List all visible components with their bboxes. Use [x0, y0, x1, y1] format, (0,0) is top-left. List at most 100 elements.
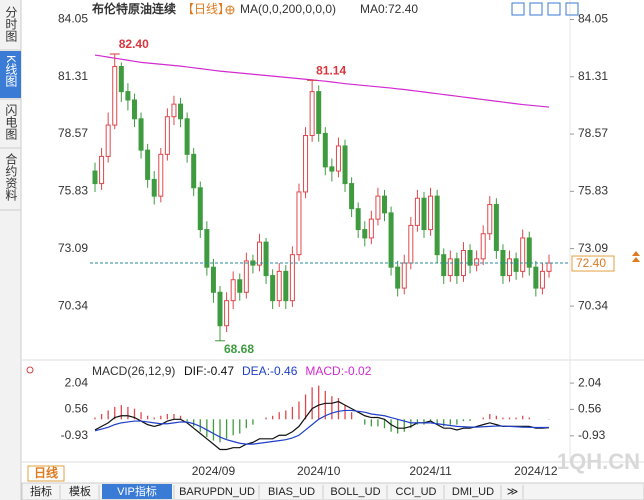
period-label[interactable]: 日线 [34, 465, 58, 480]
candle-body [388, 212, 394, 268]
candle-body [296, 191, 302, 256]
macd-line [94, 409, 549, 445]
y-tick-label-left: 84.05 [58, 12, 88, 26]
y-tick-label-left: -0.93 [61, 428, 89, 442]
candle-body [263, 241, 269, 277]
candle-body [217, 291, 223, 327]
last-price-box [571, 255, 615, 272]
y-tick-label-right: 70.34 [578, 298, 608, 312]
instrument-title: 布伦特原油连续 [92, 1, 176, 16]
candle-body [230, 279, 236, 302]
bottom-tab[interactable]: 指标 [30, 484, 52, 498]
candle-body [421, 197, 427, 231]
y-tick-label-right: 78.57 [578, 126, 608, 140]
candle-body [151, 178, 157, 197]
bottom-tab[interactable]: 模板 [69, 484, 91, 498]
sidebar-tab[interactable]: 分时图 [4, 6, 18, 42]
sidebar-tab[interactable]: K线图 [4, 55, 18, 87]
bottom-tab[interactable]: BOLL_UD [330, 486, 380, 498]
candle-body [434, 195, 440, 256]
candle-body [270, 275, 276, 302]
ma-line [94, 54, 550, 108]
y-tick-label-right: 81.31 [578, 69, 608, 83]
candle-body [237, 279, 243, 293]
candle-body [316, 91, 322, 134]
candle-body [362, 229, 368, 239]
bottom-tab[interactable]: BARUPDN_UD [179, 486, 255, 498]
macd-title: MACD(26,12,9) [92, 364, 175, 378]
legend-entry: DIF:-0.47 [184, 364, 234, 378]
y-tick-label-left: 2.04 [65, 375, 89, 389]
candle-body [118, 66, 124, 93]
watermark: 1QH.CN [557, 449, 640, 474]
annotation: 81.14 [316, 63, 346, 77]
candle-body [401, 262, 407, 289]
macd-line [94, 400, 550, 451]
annotation: 82.40 [119, 37, 149, 51]
period-box[interactable] [27, 465, 65, 482]
price-marker [632, 251, 640, 262]
candle-body [526, 237, 532, 268]
candle-body [210, 266, 216, 293]
x-tick-label: 2024/12 [514, 464, 558, 478]
bottom-tab[interactable]: VIP指标 [117, 484, 157, 498]
candle-body [395, 266, 401, 289]
y-tick-label-left: 70.34 [58, 298, 88, 312]
ma-legend: MA0:72.40 [360, 2, 418, 16]
y-tick-label-right: 84.05 [578, 12, 608, 26]
candle-body [355, 208, 361, 231]
candle-body [197, 187, 203, 231]
bottom-tab[interactable]: ≫ [507, 486, 519, 498]
candle-body [138, 118, 144, 151]
candle-body [408, 224, 414, 264]
annotation: 68.68 [224, 342, 254, 356]
x-tick-label: 2024/11 [409, 464, 452, 478]
candle-body [243, 260, 249, 293]
bottom-tab[interactable]: DMI_UD [452, 486, 494, 498]
y-tick-label-right: -0.93 [578, 428, 606, 442]
y-tick-label-left: 73.09 [58, 241, 88, 255]
period[interactable]: 【日线】 [182, 2, 230, 16]
candle-body [204, 229, 210, 268]
candle-body [428, 195, 434, 231]
candle-body [507, 258, 513, 277]
y-tick-label-left: 0.56 [65, 402, 89, 416]
candle-body [382, 195, 388, 214]
candle-body [309, 91, 315, 137]
candle-body [112, 66, 118, 126]
candle-body [335, 145, 341, 172]
sidebar-tab[interactable]: 闪电图 [4, 104, 18, 140]
candle-body [145, 149, 151, 180]
candle-body [164, 116, 170, 155]
candle-body [256, 241, 262, 266]
candle-body [224, 300, 230, 327]
legend-entry: DEA:-0.46 [242, 364, 298, 378]
y-tick-label-right: 75.83 [578, 183, 608, 197]
candle-body [467, 249, 473, 266]
candle-body [289, 254, 295, 302]
candle-body [368, 218, 374, 239]
candle-body [520, 237, 526, 272]
y-tick-label-right: 2.04 [578, 375, 602, 389]
x-tick-label: 2024/09 [192, 464, 236, 478]
y-tick-label-right: 73.09 [578, 241, 608, 255]
candle-body [303, 135, 309, 193]
x-tick-label: 2024/10 [297, 464, 341, 478]
candle-body [441, 254, 447, 277]
candle-body [454, 258, 460, 277]
candle-body [493, 203, 499, 251]
bottom-tab[interactable]: BIAS_UD [268, 486, 315, 498]
candle-body [178, 103, 184, 120]
settings-icon[interactable] [26, 366, 34, 374]
candle-body [546, 262, 552, 272]
candle-body [99, 155, 105, 185]
toolbar-icons[interactable] [511, 2, 579, 16]
bottom-tab[interactable]: CCI_UD [396, 486, 437, 498]
candle-body [375, 195, 381, 220]
sidebar [0, 0, 21, 500]
tab-active [102, 484, 172, 499]
candle-body [131, 99, 137, 120]
sidebar-tab[interactable]: 合约资料 [4, 152, 18, 201]
candle-body [349, 183, 355, 210]
